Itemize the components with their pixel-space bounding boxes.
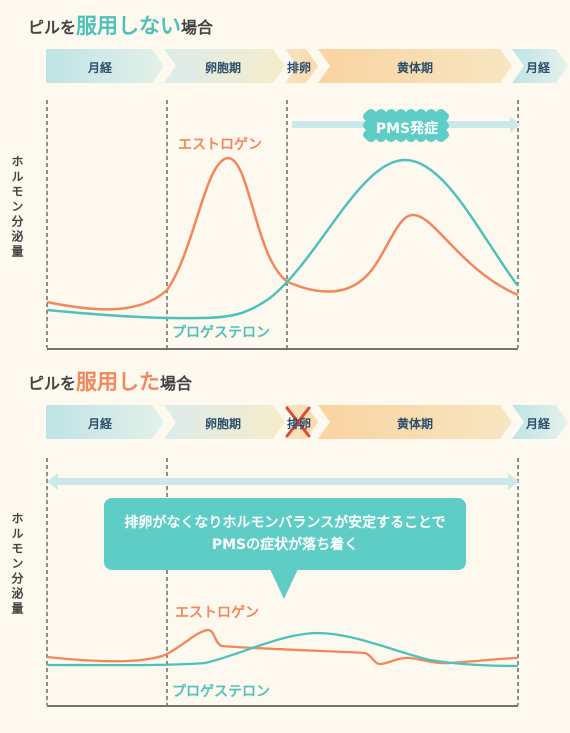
phase-bar-2: [46, 405, 568, 439]
progesterone-label: プロゲステロン: [172, 684, 270, 700]
phase-label-luteal: 黄体期: [396, 61, 434, 75]
estrogen-label: エストロゲン: [175, 605, 259, 621]
progesterone-curve-1: [46, 158, 520, 320]
section2-title: ピルを服用した場合: [28, 366, 192, 396]
phase-follicular: [164, 405, 285, 439]
full-cycle-arrow: [47, 473, 519, 490]
bubble-line-1: 排卵がなくなりホルモンバランスが安定することで: [124, 515, 446, 531]
phase-menstruation-2: [512, 405, 568, 439]
title-suffix: 場合: [160, 374, 193, 393]
phase-label-ovulation: 排卵: [286, 61, 312, 75]
estrogen-label: エストロゲン: [178, 137, 262, 153]
info-bubble: 排卵がなくなりホルモンバランスが安定することで PMSの症状が落ち着く: [104, 498, 466, 570]
title-emphasis: 服用した: [76, 370, 161, 394]
phase-label-ovulation: 排卵: [286, 417, 312, 431]
phase-luteal: [318, 405, 512, 439]
phase-label-menstruation-2: 月経: [525, 417, 551, 431]
estrogen-curve-2: [46, 628, 519, 666]
estrogen-curve-1: [46, 156, 519, 311]
title-prefix: ピルを: [28, 18, 77, 37]
phase-label-follicular: 卵胞期: [204, 61, 242, 75]
ovulation-cross-icon: [285, 406, 311, 438]
y-axis-label: ホルモン分泌量: [10, 155, 24, 260]
section1-title: ピルを服用しない場合: [28, 10, 213, 40]
progesterone-curve-2: [46, 631, 519, 668]
bubble-tail: [270, 569, 298, 599]
phase-bar-1: [46, 49, 568, 83]
phase-follicular: [164, 49, 285, 83]
phase-ovulation: [285, 49, 318, 83]
phase-label-menstruation-2: 月経: [525, 61, 551, 75]
phase-label-menstruation: 月経: [87, 61, 113, 75]
title-emphasis: 服用しない: [76, 14, 182, 38]
bubble-line-2: PMSの症状が落ち着く: [211, 537, 359, 553]
pms-badge: PMS発症: [375, 121, 439, 137]
title-suffix: 場合: [181, 18, 214, 37]
phase-dividers-1: [46, 100, 519, 348]
phase-menstruation-2: [512, 49, 568, 83]
phase-menstruation: [46, 405, 164, 439]
phase-label-menstruation: 月経: [87, 417, 113, 431]
phase-luteal: [318, 49, 512, 83]
y-axis-label: ホルモン分泌量: [10, 512, 24, 617]
phase-ovulation: [285, 405, 318, 439]
pms-burst-shape: [363, 109, 449, 142]
title-prefix: ピルを: [28, 374, 77, 393]
progesterone-label: プロゲステロン: [172, 325, 270, 341]
phase-menstruation: [46, 49, 164, 83]
phase-label-follicular: 卵胞期: [204, 417, 242, 431]
phase-label-luteal: 黄体期: [396, 417, 434, 431]
